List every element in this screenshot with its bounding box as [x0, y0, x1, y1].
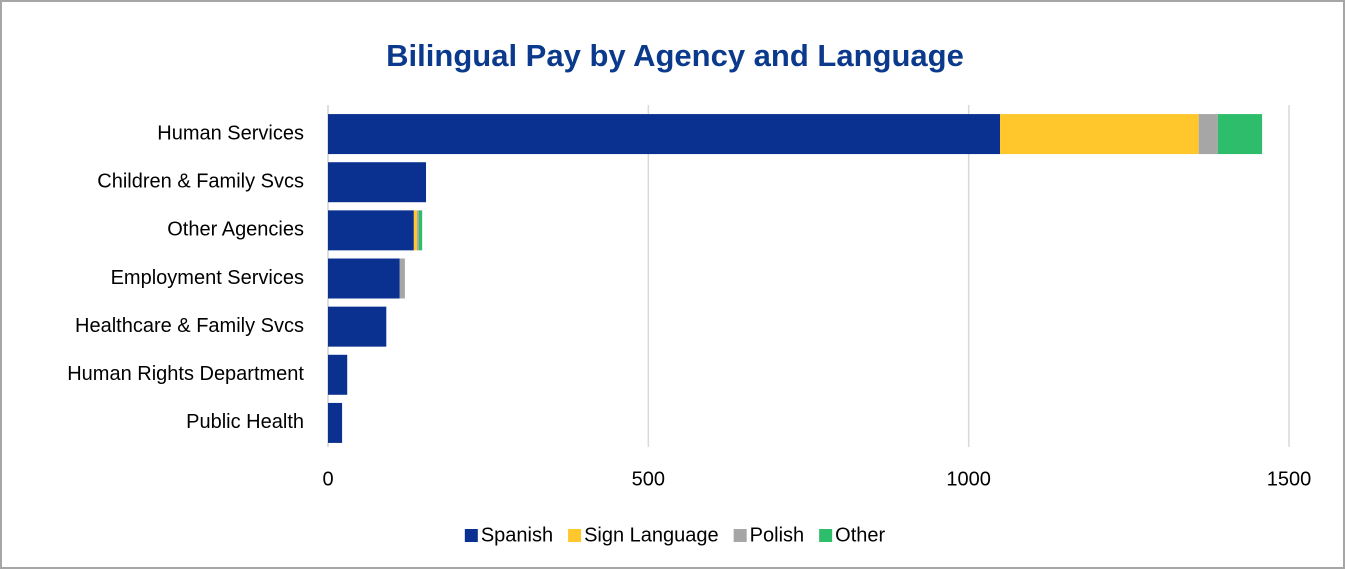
bar — [328, 402, 343, 443]
legend-label: Spanish — [481, 524, 553, 546]
y-tick-label: Public Health — [186, 411, 304, 433]
y-tick-label: Human Rights Department — [67, 363, 304, 385]
legend-swatch — [733, 529, 747, 542]
bar — [1198, 114, 1218, 155]
bar — [418, 210, 423, 251]
legend-swatch — [819, 529, 833, 542]
legend-label: Sign Language — [584, 524, 719, 546]
y-tick-label: Healthcare & Family Svcs — [75, 315, 304, 337]
x-tick-label: 1500 — [1267, 468, 1312, 490]
chart-title: Bilingual Pay by Agency and Language — [386, 38, 964, 73]
bar — [1217, 114, 1263, 155]
legend-label: Polish — [750, 524, 804, 546]
y-tick-label: Children & Family Svcs — [97, 170, 304, 192]
bar — [328, 210, 414, 251]
x-tick-label: 0 — [322, 468, 333, 490]
legend-swatch — [568, 529, 582, 542]
bar — [328, 162, 427, 203]
legend-swatch — [464, 529, 478, 542]
bar — [328, 114, 1001, 155]
y-tick-label: Employment Services — [111, 267, 304, 289]
y-tick-label: Human Services — [157, 122, 304, 144]
legend-label: Other — [835, 524, 885, 546]
bar — [328, 258, 400, 299]
bar — [417, 210, 419, 251]
bar — [328, 306, 387, 347]
bar — [1000, 114, 1199, 155]
bar — [328, 354, 348, 395]
x-tick-label: 500 — [632, 468, 665, 490]
bar — [413, 210, 418, 251]
bar — [399, 258, 405, 299]
x-tick-label: 1000 — [946, 468, 991, 490]
y-tick-label: Other Agencies — [167, 219, 304, 241]
